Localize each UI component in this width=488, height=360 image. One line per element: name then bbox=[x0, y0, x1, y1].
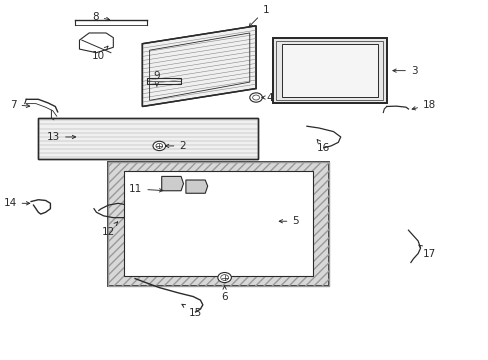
Polygon shape bbox=[281, 44, 378, 97]
Text: 4: 4 bbox=[262, 93, 272, 103]
Text: 14: 14 bbox=[3, 198, 30, 208]
Text: 7: 7 bbox=[10, 100, 30, 110]
Circle shape bbox=[217, 273, 231, 283]
Text: 13: 13 bbox=[47, 132, 76, 142]
Polygon shape bbox=[108, 162, 328, 286]
Polygon shape bbox=[38, 118, 258, 159]
Text: 12: 12 bbox=[102, 222, 117, 237]
Polygon shape bbox=[162, 176, 183, 191]
Circle shape bbox=[153, 141, 165, 150]
Text: 15: 15 bbox=[182, 304, 201, 318]
Polygon shape bbox=[185, 180, 207, 193]
Text: 16: 16 bbox=[317, 139, 330, 153]
Text: 11: 11 bbox=[129, 184, 163, 194]
Text: 9: 9 bbox=[153, 71, 160, 86]
Text: 18: 18 bbox=[411, 100, 435, 110]
Polygon shape bbox=[272, 39, 386, 103]
Text: 10: 10 bbox=[92, 46, 108, 61]
Text: 17: 17 bbox=[418, 245, 435, 258]
Text: 1: 1 bbox=[248, 5, 268, 27]
Polygon shape bbox=[124, 171, 312, 276]
Circle shape bbox=[249, 93, 262, 102]
Text: 6: 6 bbox=[221, 286, 227, 302]
Text: 3: 3 bbox=[392, 66, 417, 76]
Text: 8: 8 bbox=[92, 12, 109, 22]
Text: 2: 2 bbox=[165, 141, 185, 151]
Text: 5: 5 bbox=[279, 216, 298, 226]
Polygon shape bbox=[142, 26, 256, 107]
